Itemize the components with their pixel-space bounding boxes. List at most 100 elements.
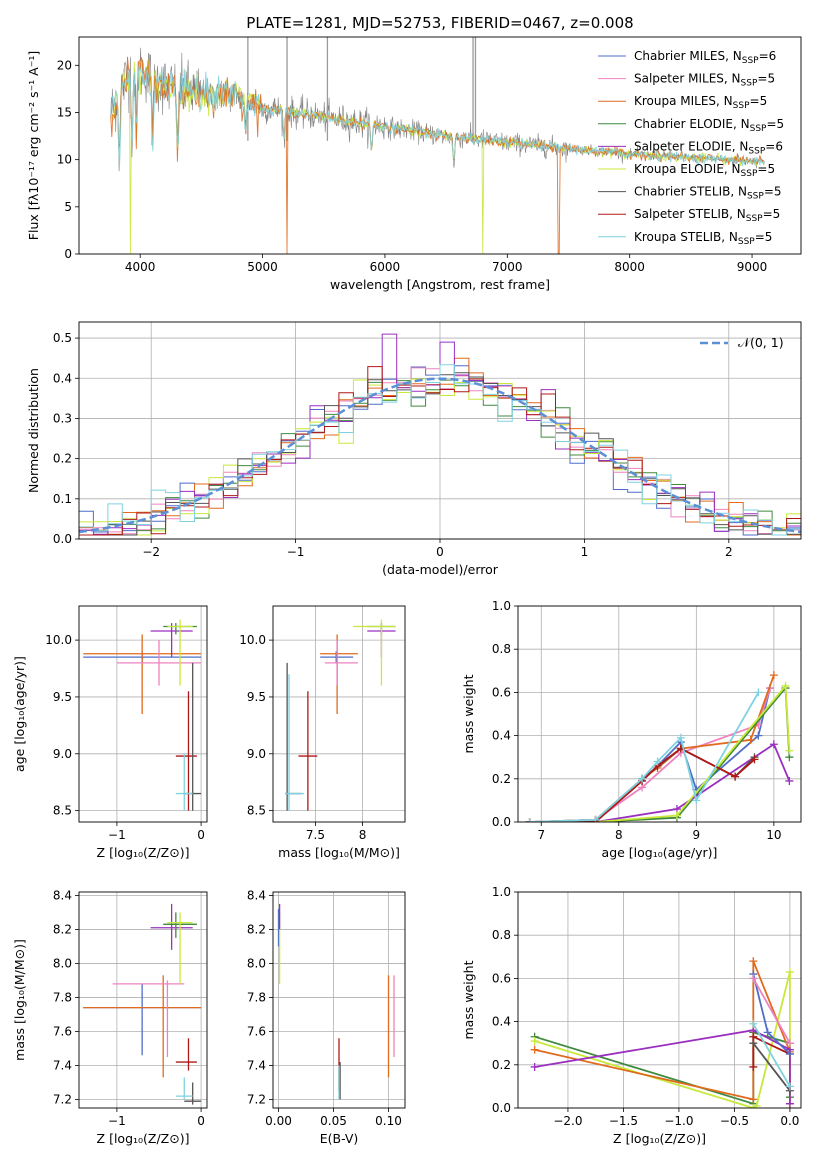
y-tick-label: 0.4 (492, 1015, 511, 1029)
y-tick-label: 10.0 (239, 633, 266, 647)
weight-marker (530, 1062, 539, 1071)
weight-marker (754, 731, 763, 740)
x-tick-label: 0.0 (780, 1114, 799, 1128)
y-tick-label: 7.6 (53, 1024, 72, 1038)
y-tick-label: 7.6 (247, 1024, 266, 1038)
weight-line (752, 1042, 791, 1092)
weight-marker (749, 1062, 758, 1071)
x-tick-label: 0.00 (265, 1114, 292, 1128)
x-axis-label: wavelength [Angstrom, rest frame] (330, 277, 550, 292)
x-tick-label: 8 (615, 828, 623, 842)
y-tick-label: 8.5 (247, 804, 266, 818)
weight-line (529, 685, 791, 822)
y-tick-label: 9.5 (53, 690, 72, 704)
axes-frame (78, 321, 802, 540)
legend-label: Chabrier ELODIE, NSSP=5 (634, 117, 784, 134)
x-axis-label: Z [log₁₀(Z/Z⊙)] (97, 845, 190, 860)
weight-line (529, 687, 771, 822)
x-tick-label: −2.0 (553, 1114, 582, 1128)
weight-marker (785, 776, 794, 785)
x-axis-label: (data-model)/error (382, 562, 499, 577)
histogram-series (79, 333, 801, 536)
y-axis-label: Normed distribution (26, 368, 41, 493)
legend: Chabrier MILES, NSSP=6 Salpeter MILES, NS… (598, 49, 784, 247)
x-tick-label: 4000 (125, 260, 156, 274)
y-tick-label: 0.0 (492, 1101, 511, 1115)
y-tick-label: 9.0 (247, 747, 266, 761)
y-tick-label: 0.0 (53, 532, 72, 546)
grid (273, 606, 405, 822)
x-tick-label: 8000 (614, 260, 645, 274)
x-tick-label: 5000 (247, 260, 278, 274)
y-tick-label: 8.0 (247, 956, 266, 970)
y-tick-label: 9.5 (247, 690, 266, 704)
x-tick-label: 0 (197, 1114, 205, 1128)
weight-marker (785, 1099, 794, 1108)
x-tick-label: 2 (725, 545, 733, 559)
plot-area (83, 903, 202, 1105)
weight-marker (749, 957, 758, 966)
y-axis-label: mass [log₁₀(M/M⊙)] (12, 939, 27, 1061)
y-tick-label: 0.2 (53, 452, 72, 466)
y-axis-label: mass weight (461, 960, 476, 1039)
weight-marker (692, 796, 701, 805)
weight-marker (785, 1082, 794, 1091)
y-tick-label: 0.4 (53, 371, 72, 385)
x-tick-label: −1.5 (609, 1114, 638, 1128)
y-tick-label: 10.0 (45, 633, 72, 647)
x-axis-label: mass [log₁₀(M/M⊙)] (278, 845, 400, 860)
y-tick-label: 1.0 (492, 885, 511, 899)
model-spectrum (110, 64, 765, 167)
y-axis-label: Flux [fλ10⁻¹⁷ erg cm⁻² s⁻¹ A⁻¹] (26, 51, 41, 240)
panel-age_vs_Z: −1 0 8.5 9.0 9.5 10.0 Z [log₁₀(Z/Z⊙)] age [log₁… (12, 605, 208, 860)
weight-marker (749, 1039, 758, 1048)
weight-marker (749, 1019, 758, 1028)
weight-marker (676, 733, 685, 742)
weight-marker (781, 681, 790, 690)
legend-label: Kroupa MILES, NSSP=5 (634, 94, 767, 111)
weight-marker (653, 757, 662, 766)
y-tick-label: 8.2 (53, 922, 72, 936)
y-tick-label: 7.2 (247, 1092, 266, 1106)
weight-marker (750, 755, 759, 764)
weight-marker (746, 735, 755, 744)
x-axis-label: E(B-V) (320, 1131, 359, 1146)
y-tick-label: 15 (57, 105, 72, 119)
weight-marker (749, 1095, 758, 1104)
x-tick-label: −1 (287, 545, 305, 559)
y-tick-label: 9.0 (53, 747, 72, 761)
x-tick-label: 7000 (492, 260, 523, 274)
weight-marker (749, 974, 758, 983)
x-tick-label: −1 (108, 1114, 126, 1128)
panel-mass_weight_vs_Z: −2.0 −1.5 −1.0 −0.5 0.0 0.0 0.2 0.4 0.6 0.8 1.0 Z [… (461, 885, 802, 1146)
x-tick-label: 7 (537, 828, 545, 842)
axes-frame (78, 891, 208, 1109)
x-tick-label: 6000 (370, 260, 401, 274)
panel-spectrum: 4000 5000 6000 7000 8000 9000 0 5 10 15 20 waveleng… (26, 36, 802, 292)
legend-label: Chabrier STELIB, NSSP=5 (634, 185, 782, 202)
histogram-series (79, 366, 801, 536)
plot-area (525, 671, 794, 822)
x-tick-label: 8 (359, 828, 367, 842)
x-axis-label: age [log₁₀(age/yr)] (602, 845, 718, 860)
legend-label: Salpeter MILES, NSSP=5 (634, 72, 775, 89)
y-tick-label: 20 (57, 58, 72, 72)
weight-line (529, 674, 775, 822)
weight-marker (769, 740, 778, 749)
axes-frame (272, 605, 406, 823)
x-tick-label: −1 (108, 828, 126, 842)
weight-line (534, 1029, 791, 1104)
y-tick-label: 0.2 (492, 772, 511, 786)
axes-frame (517, 605, 802, 823)
x-tick-label: 0.10 (375, 1114, 402, 1128)
y-tick-label: 0.5 (53, 331, 72, 345)
x-axis-label: Z [log₁₀(Z/Z⊙)] (97, 1131, 190, 1146)
y-tick-label: 10 (57, 153, 72, 167)
x-tick-label: 0 (197, 828, 205, 842)
weight-line (529, 742, 791, 822)
x-tick-label: −2 (142, 545, 160, 559)
axes-frame (517, 891, 802, 1109)
y-tick-label: 7.8 (247, 990, 266, 1004)
y-tick-label: 7.4 (53, 1058, 72, 1072)
weight-marker (785, 1050, 794, 1058)
